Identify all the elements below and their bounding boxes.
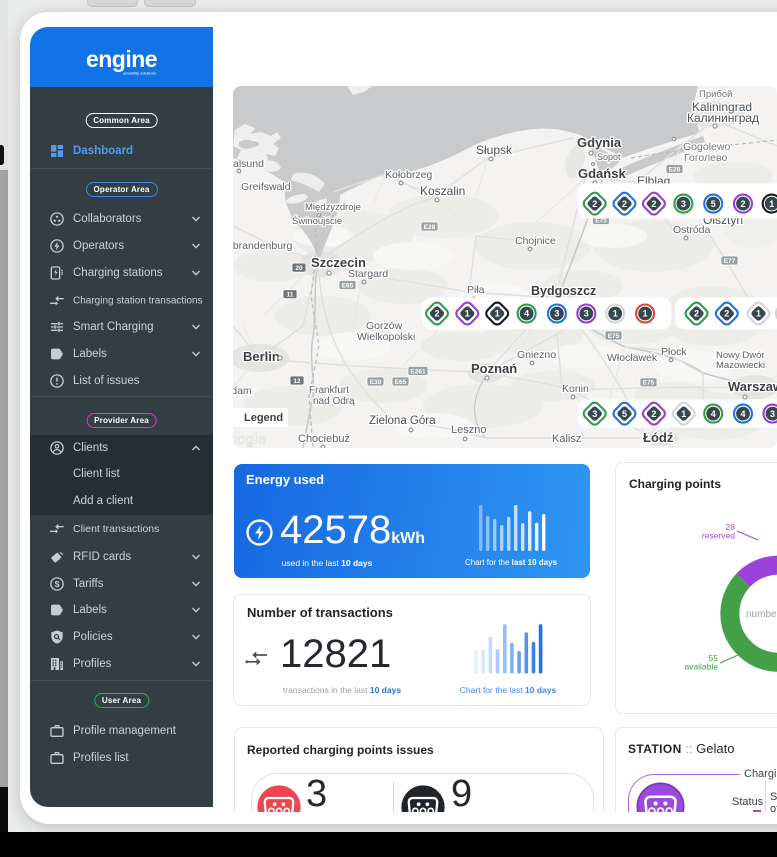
svg-text:3: 3 [681, 199, 686, 209]
svg-text:oogle: oogle [233, 431, 266, 448]
svg-text:3: 3 [554, 309, 559, 319]
svg-text:available: available [684, 662, 718, 672]
svg-text:1: 1 [613, 309, 618, 319]
svg-text:Włocławek: Włocławek [607, 352, 658, 364]
svg-text:5: 5 [622, 409, 627, 419]
svg-text:Калининград: Калининград [687, 111, 759, 125]
svg-text:E75: E75 [608, 333, 620, 340]
svg-text:Gorzów: Gorzów [366, 320, 403, 332]
svg-text:Bydgoszcz: Bydgoszcz [531, 284, 596, 298]
svg-text:zdam: zdam [233, 385, 252, 397]
svg-text:2: 2 [651, 199, 656, 209]
svg-text:Gniezno: Gniezno [517, 349, 556, 361]
svg-text:1: 1 [769, 199, 774, 209]
svg-text:4: 4 [524, 309, 529, 319]
svg-text:Gogolewo: Gogolewo [683, 141, 730, 153]
svg-text:Гоголево: Гоголево [684, 152, 727, 164]
svg-text:Chojnice: Chojnice [515, 235, 556, 247]
svg-text:nad Odrą: nad Odrą [313, 396, 355, 407]
svg-text:Koszalin: Koszalin [420, 184, 465, 198]
svg-text:Stargard: Stargard [348, 268, 388, 280]
svg-text:28: 28 [726, 522, 736, 532]
svg-text:Frankfurt: Frankfurt [309, 385, 349, 396]
svg-text:Leszno: Leszno [451, 424, 486, 436]
svg-text:Greifswald: Greifswald [241, 181, 291, 193]
svg-text:Chociebuż: Chociebuż [298, 433, 350, 445]
svg-text:Zielona Góra: Zielona Góra [369, 415, 436, 427]
svg-text:Berlin: Berlin [243, 349, 280, 364]
svg-text:E77: E77 [724, 258, 736, 265]
svg-text:2: 2 [724, 309, 729, 319]
svg-text:E65: E65 [342, 282, 354, 289]
svg-text:E65: E65 [395, 379, 407, 386]
svg-text:11: 11 [287, 292, 294, 299]
svg-text:Wielkopolski: Wielkopolski [357, 331, 415, 343]
svg-text:Poznań: Poznań [471, 361, 517, 376]
svg-text:Międzyzdroje: Międzyzdroje [305, 202, 361, 213]
svg-text:E28: E28 [669, 166, 681, 173]
svg-text:1: 1 [681, 409, 686, 419]
svg-text:2: 2 [694, 309, 699, 319]
svg-text:Słupsk: Słupsk [476, 143, 513, 157]
svg-text:$: $ [55, 579, 60, 589]
svg-text:Kalisz: Kalisz [552, 433, 581, 445]
svg-text:5: 5 [711, 199, 716, 209]
svg-text:number: number [746, 609, 777, 620]
svg-text:ubrandenburg: ubrandenburg [233, 240, 293, 252]
svg-text:Gdynia: Gdynia [577, 135, 622, 150]
svg-text:Gdańsk: Gdańsk [578, 166, 626, 181]
svg-text:E28: E28 [424, 224, 436, 231]
svg-text:3: 3 [584, 309, 589, 319]
svg-text:Szczecin: Szczecin [311, 255, 366, 270]
svg-text:E75: E75 [595, 217, 607, 224]
svg-text:alsund: alsund [233, 158, 264, 170]
svg-text:Прибой: Прибой [699, 89, 732, 100]
svg-text:E30: E30 [370, 379, 382, 386]
svg-text:2: 2 [740, 199, 745, 209]
svg-text:Warszawa: Warszawa [728, 379, 777, 394]
svg-text:1: 1 [756, 309, 761, 319]
svg-text:Sopot: Sopot [597, 152, 621, 162]
svg-text:12: 12 [293, 378, 301, 385]
svg-text:1: 1 [495, 309, 500, 319]
svg-text:Mazowiecki: Mazowiecki [716, 360, 765, 371]
svg-text:Konin: Konin [562, 383, 589, 395]
svg-text:3: 3 [592, 409, 597, 419]
svg-text:E75: E75 [643, 380, 655, 387]
svg-text:55: 55 [709, 653, 719, 663]
svg-text:Łódź: Łódź [643, 430, 674, 445]
svg-text:E261: E261 [410, 368, 426, 375]
svg-text:Legend: Legend [244, 412, 283, 424]
svg-text:2: 2 [592, 199, 597, 209]
svg-text:Kołobrzeg: Kołobrzeg [385, 169, 432, 181]
svg-text:Płock: Płock [661, 346, 687, 358]
svg-text:1: 1 [465, 309, 470, 319]
svg-text:reserved: reserved [702, 531, 735, 541]
svg-text:Nowy Dwór: Nowy Dwór [716, 350, 765, 361]
svg-text:Piła: Piła [467, 284, 485, 296]
svg-text:4: 4 [711, 409, 716, 419]
svg-text:Świnoujście: Świnoujście [292, 215, 342, 227]
svg-text:Ostróda: Ostróda [673, 224, 711, 236]
svg-text:Kaliningrad: Kaliningrad [692, 100, 752, 114]
svg-text:3: 3 [770, 409, 775, 419]
svg-text:4: 4 [740, 409, 745, 419]
svg-text:2: 2 [622, 199, 627, 209]
svg-text:2: 2 [434, 309, 439, 319]
svg-text:20: 20 [295, 265, 303, 272]
svg-text:2: 2 [651, 409, 656, 419]
svg-text:1: 1 [643, 309, 648, 319]
